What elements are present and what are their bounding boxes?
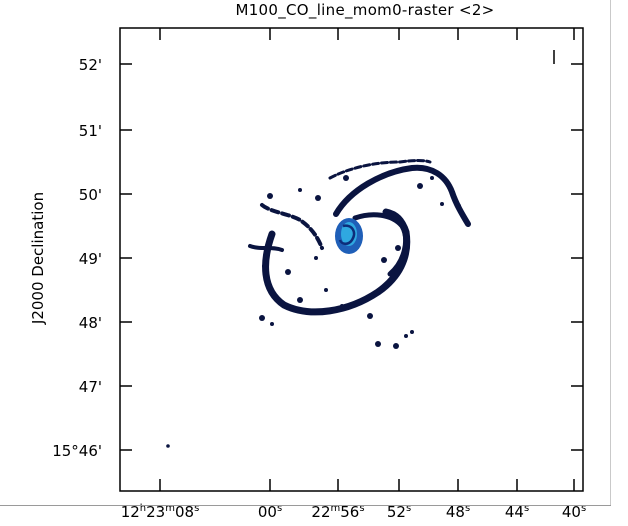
arm-fragment-west-2: [248, 244, 284, 252]
y-tick-label: 48': [78, 314, 102, 332]
y-tick-label: 52': [78, 56, 102, 74]
y-tick-label: 50': [78, 186, 102, 204]
axes-frame: [119, 27, 584, 492]
window-edge-bottom: [0, 505, 611, 506]
x-tick-label: 52s: [386, 503, 412, 521]
y-axis-label: J2000 Declination: [29, 191, 47, 325]
window-edge-right: [610, 0, 611, 506]
co-emission-map: [166, 50, 555, 448]
x-tick-label: 48s: [445, 503, 471, 521]
spiral-arm-north-outer: [328, 159, 432, 180]
x-tick-label: 22m56s: [311, 503, 365, 521]
x-tick-label: 40s: [561, 503, 587, 521]
x-tick-label: 00s: [257, 503, 283, 521]
arm-fragment-west: [260, 203, 324, 250]
plot-title: M100_CO_line_mom0-raster <2>: [235, 1, 495, 19]
spiral-arm-south-inner: [352, 212, 408, 277]
y-tick-label: 49': [78, 250, 102, 268]
x-tick-label: 44s: [504, 503, 530, 521]
y-tick-label: 51': [78, 122, 102, 140]
y-tick-label: 47': [78, 378, 102, 396]
y-tick-label: 15°46': [52, 442, 102, 460]
x-tick-label: 12h23m08s: [120, 503, 200, 521]
